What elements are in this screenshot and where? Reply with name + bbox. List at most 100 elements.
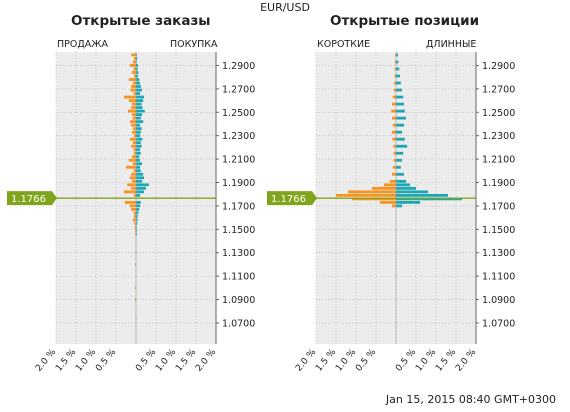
y-tick-label: 1.0900	[222, 295, 255, 306]
y-tick-label: 1.1900	[482, 178, 515, 189]
x-tick-label: 1.0 %	[334, 347, 358, 373]
bar-left	[131, 85, 136, 88]
bar-left	[135, 298, 136, 301]
bar-right	[136, 148, 140, 152]
bar-right	[136, 218, 138, 222]
bar-right	[396, 81, 401, 85]
bar-right	[136, 155, 140, 159]
y-tick-label: 1.2300	[222, 131, 255, 142]
bar-left	[126, 165, 136, 169]
bar-left	[131, 53, 136, 57]
bar-left	[130, 176, 136, 180]
bar-right	[136, 232, 137, 236]
bar-right	[136, 165, 140, 169]
bar-right	[396, 200, 420, 204]
bar-right	[136, 67, 138, 71]
bar-left	[128, 158, 136, 162]
bar-right	[136, 85, 141, 88]
bar-right	[136, 109, 145, 113]
x-tick-label: 0.5 %	[394, 347, 418, 373]
bar-left	[352, 197, 396, 201]
bar-right	[136, 88, 142, 92]
bar-left	[132, 102, 136, 106]
y-tick-label: 1.2500	[482, 108, 515, 119]
positions-right-label: ДЛИННЫЕ	[426, 39, 477, 50]
bar-left	[395, 53, 396, 57]
current-price-label: 1.1766	[271, 194, 306, 205]
bar-left	[133, 211, 136, 215]
bar-left	[133, 127, 136, 131]
x-tick-label: 1.5 %	[54, 347, 78, 373]
bar-right	[136, 130, 141, 134]
bar-right	[396, 186, 416, 190]
current-price-badge	[7, 191, 57, 206]
y-tick-label: 1.2700	[482, 84, 515, 95]
bar-right	[136, 57, 138, 60]
bar-left	[392, 165, 396, 169]
bar-right	[396, 197, 462, 201]
bar-right	[136, 53, 137, 57]
bar-right	[396, 179, 406, 183]
bar-left	[131, 106, 136, 109]
bar-right	[136, 116, 141, 120]
bar-left	[134, 225, 136, 229]
bar-right	[136, 81, 140, 85]
bar-left	[130, 137, 136, 141]
bar-left	[130, 120, 136, 124]
bar-right	[396, 144, 408, 148]
bar-right	[396, 88, 402, 92]
bar-left	[131, 186, 136, 190]
bar-left	[128, 99, 136, 102]
x-tick-label: 2.0 %	[454, 347, 478, 373]
bar-right	[396, 123, 404, 127]
y-tick-label: 1.1700	[222, 201, 255, 212]
bar-right	[396, 53, 398, 57]
bar-left	[392, 102, 396, 106]
y-tick-label: 1.2900	[482, 61, 515, 72]
y-tick-label: 1.2300	[482, 131, 515, 142]
y-tick-label: 1.1100	[222, 272, 255, 283]
x-tick-label: 0.5 %	[134, 347, 158, 373]
bar-left	[124, 95, 136, 99]
bar-right	[396, 193, 448, 197]
bar-right	[136, 204, 140, 208]
bar-right	[136, 102, 142, 106]
bar-right	[396, 190, 428, 194]
bar-right	[136, 200, 141, 204]
bar-left	[134, 222, 136, 225]
bar-left	[132, 130, 136, 134]
bar-right	[136, 172, 144, 176]
bar-left	[392, 172, 396, 176]
bar-left	[132, 113, 136, 117]
y-tick-label: 1.1300	[482, 248, 515, 259]
bar-right	[136, 92, 140, 95]
positions-left-label: КОРОТКИЕ	[317, 39, 371, 50]
bar-right	[136, 137, 143, 141]
bar-left	[372, 186, 396, 190]
bar-right	[136, 74, 138, 78]
x-tick-label: 2.0 %	[294, 347, 318, 373]
bar-left	[132, 141, 136, 145]
bar-left	[131, 208, 136, 211]
bar-left	[131, 123, 136, 127]
timestamp: Jan 15, 2015 08:40 GMT+0300	[385, 393, 556, 406]
bar-right	[136, 95, 144, 99]
bar-right	[136, 64, 138, 67]
bar-left	[133, 148, 136, 152]
bar-left	[128, 78, 136, 81]
x-tick-label: 0.5 %	[94, 347, 118, 373]
x-tick-label: 1.0 %	[154, 347, 178, 373]
bar-left	[134, 134, 136, 138]
bar-left	[393, 88, 396, 92]
bar-right	[136, 158, 140, 162]
y-tick-label: 1.2100	[222, 155, 255, 166]
bar-right	[136, 179, 142, 183]
bar-left	[132, 162, 136, 166]
bar-left	[390, 179, 396, 183]
bar-right	[136, 215, 138, 218]
bar-right	[136, 229, 137, 232]
bar-right	[136, 151, 141, 155]
bar-right	[136, 211, 139, 215]
bar-left	[124, 200, 136, 204]
y-tick-label: 1.1900	[222, 178, 255, 189]
